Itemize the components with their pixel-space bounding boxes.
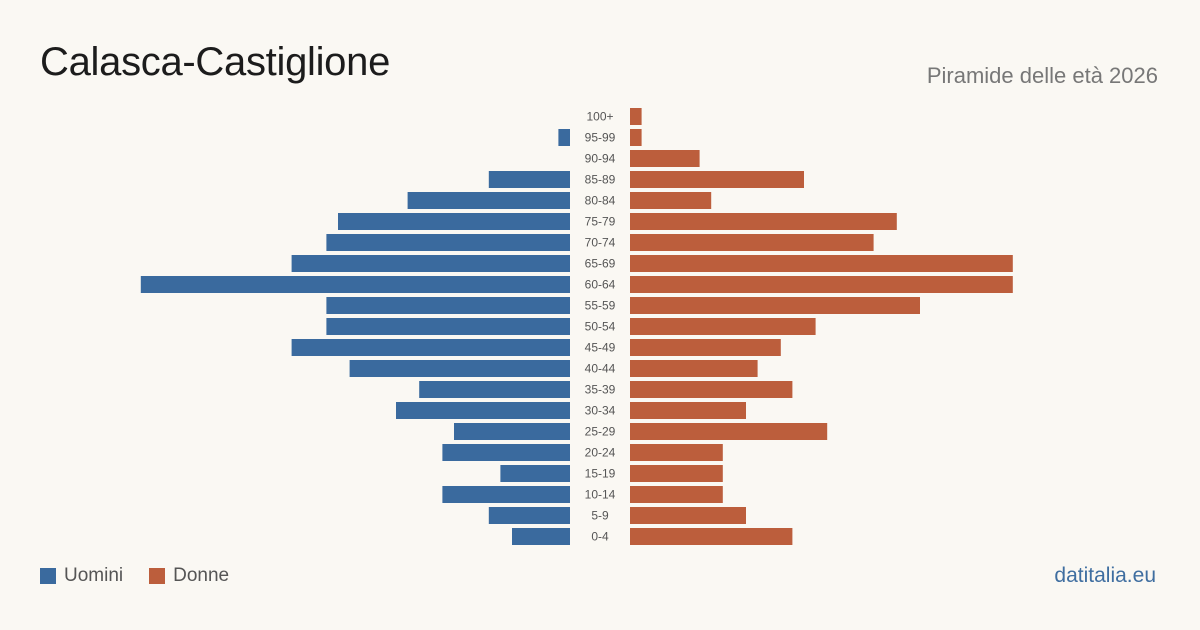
age-label-75-79: 75-79: [585, 215, 616, 229]
age-label-90-94: 90-94: [585, 152, 616, 166]
bar-women-35-39: [630, 381, 793, 398]
age-label-70-74: 70-74: [585, 236, 616, 250]
bar-women-15-19: [630, 465, 723, 482]
bar-men-95-99: [558, 129, 570, 146]
age-label-50-54: 50-54: [585, 320, 616, 334]
age-label-65-69: 65-69: [585, 257, 616, 271]
bar-women-60-64: [630, 276, 1013, 293]
bar-men-65-69: [291, 255, 570, 272]
bar-women-25-29: [630, 423, 828, 440]
age-label-25-29: 25-29: [585, 425, 616, 439]
bar-women-10-14: [630, 486, 723, 503]
bar-men-75-79: [338, 213, 570, 230]
bar-women-75-79: [630, 213, 897, 230]
bar-women-80-84: [630, 192, 712, 209]
age-label-95-99: 95-99: [585, 131, 616, 145]
legend-item-women: Donne: [149, 565, 229, 587]
chart-subtitle: Piramide delle età 2026: [926, 63, 1158, 88]
bar-men-10-14: [442, 486, 570, 503]
age-label-55-59: 55-59: [585, 299, 616, 313]
bar-men-5-9: [488, 507, 570, 524]
population-pyramid-chart: 100+ 95-99 90-94 85-89 80-84 75-79 70-74 65-69 6…: [140, 108, 1013, 545]
age-label-85-89: 85-89: [585, 173, 616, 187]
bar-men-0-4: [512, 528, 570, 545]
age-label-40-44: 40-44: [585, 362, 616, 376]
bar-men-80-84: [407, 192, 570, 209]
legend-label-men: Uomini: [64, 565, 124, 586]
bar-men-45-49: [291, 339, 570, 356]
bar-women-5-9: [630, 507, 746, 524]
bar-women-0-4: [630, 528, 793, 545]
bar-women-90-94: [630, 150, 700, 167]
age-label-45-49: 45-49: [585, 341, 616, 355]
legend-label-women: Donne: [173, 565, 230, 586]
legend-swatch-women: [149, 568, 166, 584]
bar-men-50-54: [326, 318, 570, 335]
bar-women-45-49: [630, 339, 781, 356]
bar-men-35-39: [419, 381, 570, 398]
age-label-5-9: 5-9: [591, 509, 609, 523]
age-label-80-84: 80-84: [585, 194, 616, 208]
age-label-20-24: 20-24: [585, 446, 616, 460]
brand-link[interactable]: datitalia.eu: [1054, 564, 1156, 587]
bar-women-65-69: [630, 255, 1013, 272]
bar-women-30-34: [630, 402, 746, 419]
age-label-0-4: 0-4: [591, 530, 609, 544]
age-label-30-34: 30-34: [585, 404, 616, 418]
bar-men-40-44: [349, 360, 570, 377]
bar-women-55-59: [630, 297, 920, 314]
bar-men-70-74: [326, 234, 570, 251]
bar-men-30-34: [396, 402, 570, 419]
bar-women-100plus: [630, 108, 642, 125]
bar-women-40-44: [630, 360, 758, 377]
bar-women-85-89: [630, 171, 804, 188]
bar-men-55-59: [326, 297, 570, 314]
legend-item-men: Uomini: [40, 565, 123, 587]
bar-women-95-99: [630, 129, 642, 146]
age-label-100plus: 100+: [586, 110, 613, 124]
bar-men-85-89: [488, 171, 570, 188]
bar-women-50-54: [630, 318, 816, 335]
bar-men-25-29: [454, 423, 570, 440]
age-label-10-14: 10-14: [585, 488, 616, 502]
age-label-35-39: 35-39: [585, 383, 616, 397]
page-title: Calasca-Castiglione: [40, 40, 391, 84]
bar-women-70-74: [630, 234, 874, 251]
age-label-60-64: 60-64: [585, 278, 616, 292]
bar-men-60-64: [140, 276, 571, 293]
bar-women-20-24: [630, 444, 723, 461]
legend: Uomini Donne: [40, 565, 255, 587]
bar-men-20-24: [442, 444, 570, 461]
bar-men-15-19: [500, 465, 570, 482]
age-label-15-19: 15-19: [585, 467, 616, 481]
legend-swatch-men: [40, 568, 56, 584]
